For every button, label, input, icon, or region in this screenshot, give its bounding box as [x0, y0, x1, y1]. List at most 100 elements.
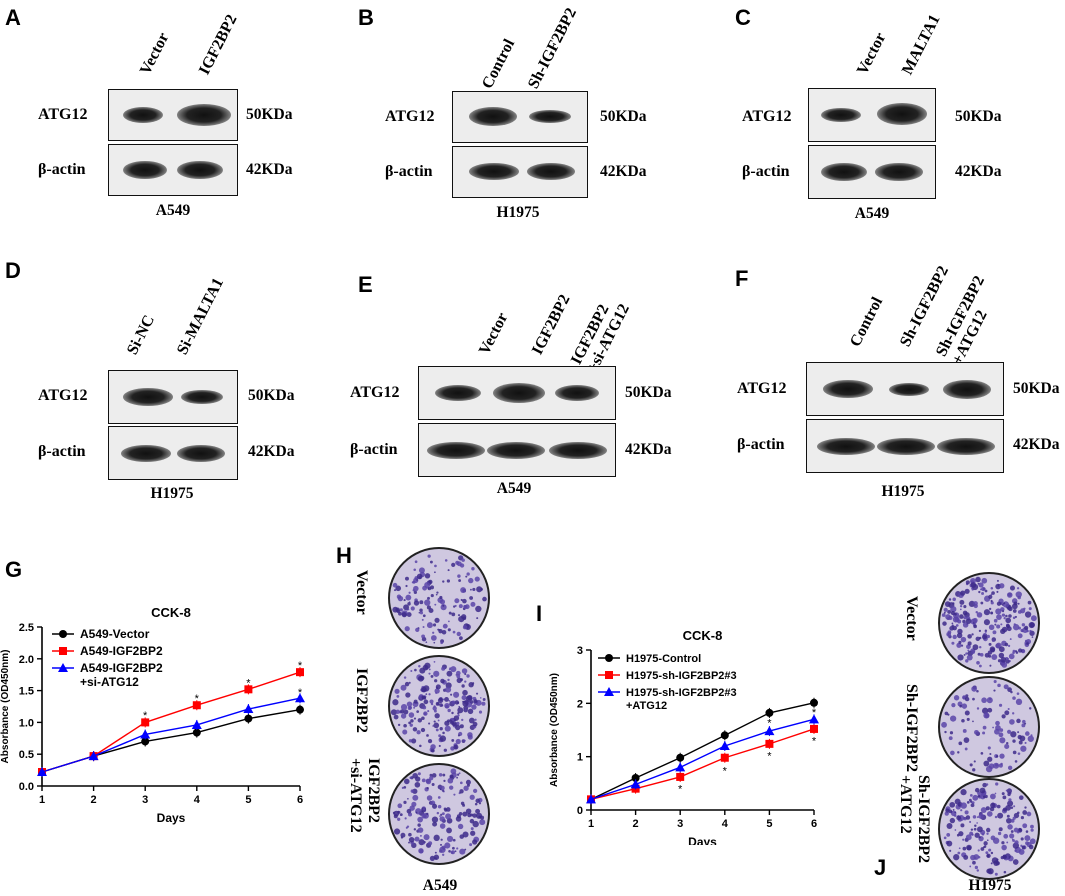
- colony: [429, 699, 434, 704]
- colony: [414, 781, 421, 788]
- colony: [460, 587, 466, 593]
- colony: [995, 755, 999, 758]
- colony: [453, 793, 456, 796]
- colony: [994, 872, 998, 876]
- data-point: [675, 762, 686, 772]
- colony: [430, 748, 435, 753]
- colony: [987, 756, 993, 762]
- colony-dish: [388, 763, 490, 865]
- cell-line-label: A549: [422, 877, 458, 894]
- colony: [1001, 844, 1007, 851]
- colony: [404, 817, 407, 820]
- kda-label: 42KDa: [248, 443, 295, 460]
- colony: [952, 808, 955, 811]
- colony: [453, 744, 459, 750]
- colony: [439, 823, 446, 829]
- colony: [1029, 629, 1032, 633]
- colony: [965, 652, 968, 655]
- colony: [432, 821, 438, 827]
- colony: [995, 720, 1000, 726]
- band: [529, 110, 571, 123]
- colony: [410, 606, 415, 611]
- colony: [446, 827, 452, 834]
- colony: [423, 699, 429, 705]
- colony: [972, 815, 977, 819]
- colony: [994, 815, 998, 819]
- colony: [442, 847, 446, 851]
- colony: [1015, 591, 1022, 598]
- colony: [964, 747, 968, 751]
- colony: [1024, 835, 1031, 842]
- cell-line-label: H1975: [150, 485, 194, 502]
- colony: [444, 842, 451, 849]
- colony: [996, 624, 1001, 629]
- colony: [457, 714, 460, 717]
- y-tick-label: 1: [577, 752, 583, 764]
- colony: [393, 814, 398, 819]
- colony: [1006, 657, 1010, 661]
- colony: [974, 787, 980, 793]
- colony: [459, 848, 466, 855]
- colony: [454, 700, 460, 705]
- colony: [997, 831, 1002, 836]
- colony: [963, 737, 970, 743]
- cell-line-label: H1975: [496, 204, 540, 221]
- band: [823, 380, 873, 398]
- colony: [1020, 745, 1027, 752]
- colony: [985, 827, 991, 833]
- colony: [1007, 729, 1012, 734]
- legend-label: A549-IGF2BP2: [80, 644, 163, 658]
- y-tick-label: 0: [577, 805, 583, 817]
- colony: [962, 610, 968, 616]
- colony: [998, 763, 1003, 768]
- y-tick-label: 2.5: [19, 622, 34, 634]
- colony: [1010, 731, 1017, 738]
- colony: [1005, 789, 1008, 792]
- colony: [460, 801, 465, 806]
- colony: [985, 783, 989, 786]
- colony: [1007, 707, 1010, 711]
- colony: [468, 682, 474, 688]
- colony: [405, 584, 408, 588]
- colony: [475, 798, 480, 804]
- colony: [439, 788, 442, 791]
- legend-label: +si-ATG12: [80, 675, 139, 689]
- colony: [1013, 623, 1016, 626]
- colony: [986, 832, 989, 835]
- blot-atg12: [806, 362, 1004, 416]
- colony: [414, 836, 420, 842]
- colony: [446, 670, 453, 677]
- row-label-actin: β-actin: [385, 163, 433, 180]
- colony: [952, 625, 957, 631]
- dish-label: Vector: [353, 570, 370, 615]
- colony: [425, 641, 428, 644]
- colony: [972, 697, 975, 701]
- colony-dish: [388, 655, 490, 757]
- colony: [992, 630, 997, 635]
- colony: [434, 571, 436, 574]
- blot-atg12: [452, 91, 588, 143]
- colony: [989, 752, 992, 756]
- x-tick-label: 3: [142, 794, 148, 806]
- series-line: [41, 697, 301, 773]
- colony: [986, 634, 990, 639]
- band: [943, 380, 991, 399]
- colony: [972, 644, 979, 651]
- colony: [965, 618, 972, 624]
- colony: [1006, 788, 1012, 794]
- colony: [958, 640, 962, 644]
- colony: [432, 706, 437, 711]
- band: [123, 161, 167, 179]
- colony: [1027, 735, 1034, 742]
- colony: [982, 782, 987, 788]
- band: [555, 385, 599, 401]
- colony: [482, 596, 487, 602]
- cell-line-label: A549: [854, 205, 890, 222]
- colony: [950, 611, 955, 616]
- colony: [993, 618, 998, 623]
- colony: [993, 762, 1000, 769]
- colony: [414, 560, 418, 564]
- colony: [397, 817, 401, 821]
- colony: [1004, 710, 1010, 716]
- colony: [964, 710, 970, 716]
